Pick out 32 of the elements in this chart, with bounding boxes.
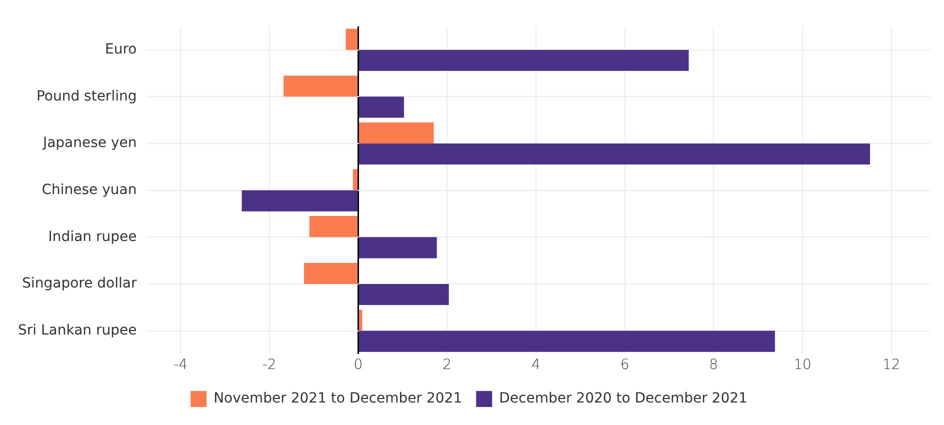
x-tick-label: 4 [531,357,540,374]
y-tick-label: Singapore dollar [22,276,137,292]
x-tick-label: 8 [709,357,718,374]
bar [304,262,358,284]
y-tick-label: Sri Lankan rupee [18,322,137,338]
x-tick-label: 12 [882,357,900,374]
bar [358,122,434,144]
x-tick-label: -2 [262,357,276,374]
bar [358,143,870,165]
y-tick-label: Japanese yen [42,135,137,152]
bar [352,169,358,190]
legend-label: November 2021 to December 2021 [214,390,462,407]
bar [284,76,358,97]
bar [358,237,437,258]
bar [358,96,404,118]
bar [309,216,358,238]
y-tick-label: Indian rupee [48,228,137,245]
bar [358,284,449,306]
x-tick-label: -4 [174,357,188,374]
bar [358,310,362,331]
x-tick-label: 10 [794,357,812,374]
x-tick-label: 6 [620,357,630,374]
y-tick-label: Euro [105,41,137,58]
bar [358,330,775,352]
x-tick-label: 2 [442,357,452,374]
y-tick-label: Chinese yuan [42,182,137,198]
bar [358,50,689,71]
x-tick-label: 0 [354,357,363,374]
y-tick-label: Pound sterling [36,88,137,104]
bar [346,28,358,50]
legend-label: December 2020 to December 2021 [499,390,748,407]
bar [242,190,358,212]
